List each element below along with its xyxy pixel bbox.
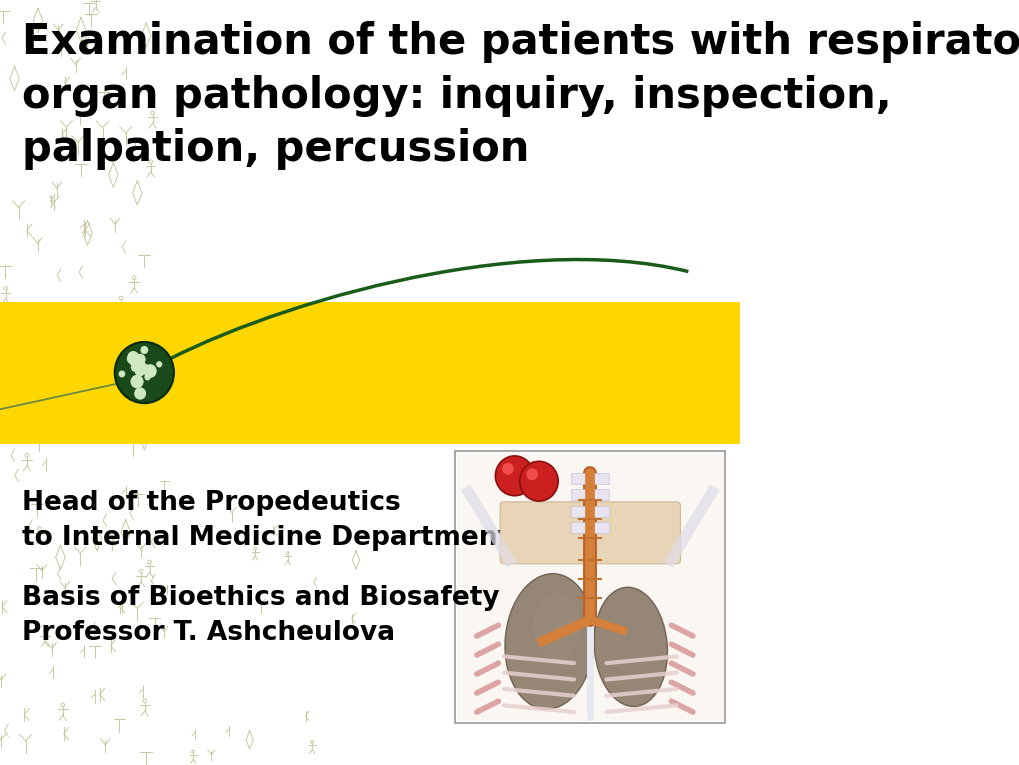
Bar — [571, 473, 608, 484]
Bar — [0, 302, 740, 444]
Circle shape — [501, 463, 514, 475]
Circle shape — [495, 456, 533, 496]
Text: organ pathology: inquiry, inspection,: organ pathology: inquiry, inspection, — [22, 75, 891, 116]
Bar — [571, 506, 608, 516]
Circle shape — [520, 461, 557, 501]
Circle shape — [144, 364, 157, 378]
Circle shape — [128, 355, 140, 366]
Ellipse shape — [593, 588, 666, 707]
FancyBboxPatch shape — [499, 502, 680, 564]
Bar — [571, 522, 608, 533]
Circle shape — [135, 387, 146, 399]
Bar — [457, 453, 723, 721]
Circle shape — [137, 369, 143, 376]
Circle shape — [141, 346, 148, 354]
Circle shape — [526, 468, 537, 480]
Text: Basis of Bioethics and Biosafety
Professor T. Ashcheulova: Basis of Bioethics and Biosafety Profess… — [22, 585, 499, 646]
Circle shape — [156, 361, 162, 367]
Ellipse shape — [532, 592, 581, 660]
Text: Examination of the patients with respiratory: Examination of the patients with respira… — [22, 21, 1019, 63]
Bar — [454, 451, 725, 723]
Circle shape — [138, 361, 145, 368]
Circle shape — [118, 370, 125, 377]
Circle shape — [127, 351, 139, 363]
Circle shape — [136, 362, 147, 373]
Circle shape — [114, 342, 174, 403]
Circle shape — [135, 366, 145, 376]
Circle shape — [130, 375, 144, 389]
Text: palpation, percussion: palpation, percussion — [22, 129, 529, 170]
Circle shape — [135, 366, 141, 373]
Circle shape — [130, 363, 140, 372]
Text: Head of the Propedeutics
to Internal Medicine Department N1,: Head of the Propedeutics to Internal Med… — [22, 490, 570, 551]
Bar — [571, 490, 608, 500]
Circle shape — [143, 364, 149, 370]
Circle shape — [126, 354, 137, 364]
Circle shape — [145, 374, 151, 380]
Ellipse shape — [504, 574, 594, 709]
Circle shape — [135, 353, 146, 365]
Circle shape — [139, 367, 145, 374]
Circle shape — [135, 362, 145, 372]
